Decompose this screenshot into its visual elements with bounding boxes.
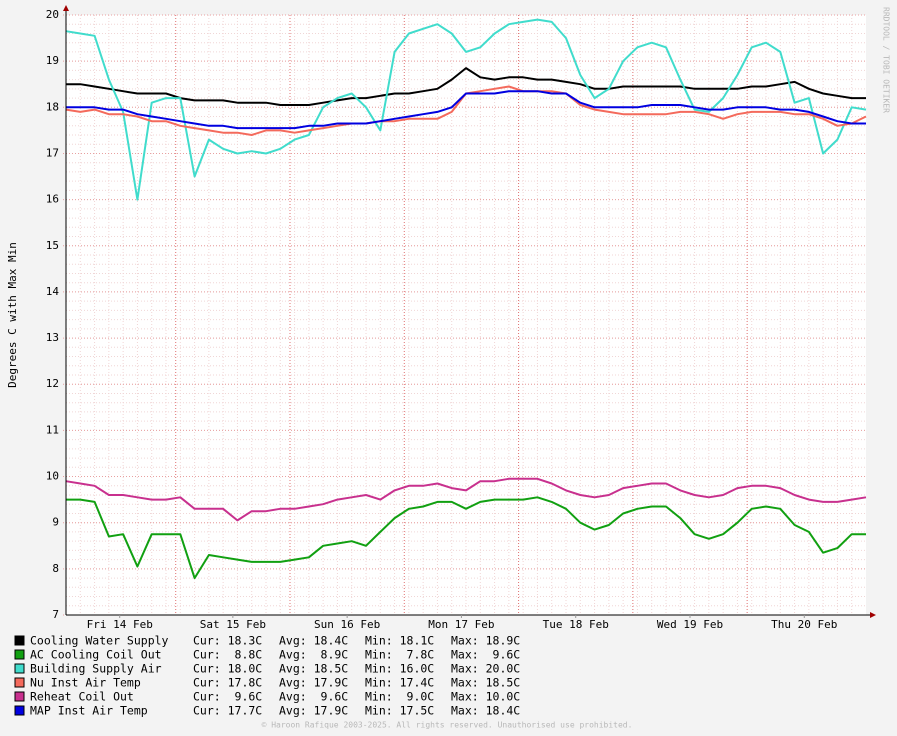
legend-stat: Min: 9.0C bbox=[365, 690, 434, 704]
y-tick-label: 15 bbox=[46, 239, 59, 252]
legend-label: Cooling Water Supply bbox=[30, 634, 169, 648]
legend-stat: Max: 9.6C bbox=[451, 648, 520, 662]
legend-stat: Max: 18.4C bbox=[451, 704, 520, 718]
legend-label: Reheat Coil Out bbox=[30, 690, 134, 704]
x-tick-label: Tue 18 Feb bbox=[543, 618, 609, 631]
y-axis-arrow bbox=[63, 5, 69, 11]
y-axis-label: Degrees C with Max Min bbox=[6, 242, 19, 388]
legend-stat: Max: 10.0C bbox=[451, 690, 520, 704]
legend-stat: Max: 20.0C bbox=[451, 662, 520, 676]
y-tick-label: 8 bbox=[52, 562, 59, 575]
legend-stat: Max: 18.5C bbox=[451, 676, 520, 690]
legend-stat: Min: 18.1C bbox=[365, 634, 434, 648]
legend-label: Nu Inst Air Temp bbox=[30, 676, 141, 690]
series-line bbox=[66, 67, 866, 106]
y-tick-label: 18 bbox=[46, 100, 59, 113]
legend-stat: Cur: 9.6C bbox=[193, 690, 262, 704]
y-tick-label: 7 bbox=[52, 608, 59, 621]
legend-stat: Avg: 17.9C bbox=[279, 704, 348, 718]
legend-label: Building Supply Air bbox=[30, 662, 162, 676]
legend-swatch bbox=[14, 705, 25, 716]
x-axis-arrow bbox=[870, 612, 876, 618]
legend-stat: Min: 7.8C bbox=[365, 648, 434, 662]
legend-stat: Cur: 18.0C bbox=[193, 662, 262, 676]
legend-label: MAP Inst Air Temp bbox=[30, 704, 148, 718]
legend-swatch bbox=[14, 663, 25, 674]
series-line bbox=[66, 90, 866, 130]
legend-stat: Min: 17.4C bbox=[365, 676, 434, 690]
y-tick-label: 10 bbox=[46, 470, 59, 483]
x-tick-label: Sat 15 Feb bbox=[200, 618, 266, 631]
legend-stat: Cur: 17.7C bbox=[193, 704, 262, 718]
y-tick-label: 11 bbox=[46, 423, 59, 436]
x-tick-label: Sun 16 Feb bbox=[314, 618, 380, 631]
legend-stat: Avg: 18.5C bbox=[279, 662, 348, 676]
y-tick-label: 14 bbox=[46, 285, 60, 298]
grid bbox=[63, 14, 866, 616]
lines bbox=[65, 18, 867, 580]
legend-stat: Max: 18.9C bbox=[451, 634, 520, 648]
y-tick-label: 20 bbox=[46, 8, 59, 21]
legend-stat: Avg: 8.9C bbox=[279, 648, 348, 662]
legend-stat: Cur: 18.3C bbox=[193, 634, 262, 648]
footer: © Haroon Rafique 2003-2025. All rights r… bbox=[262, 721, 633, 730]
watermark: RRDTOOL / TOBI OETIKER bbox=[882, 7, 891, 113]
axes bbox=[63, 5, 876, 618]
legend-stat: Avg: 9.6C bbox=[279, 690, 348, 704]
legend-stat: Min: 16.0C bbox=[365, 662, 434, 676]
y-tick-label: 9 bbox=[52, 516, 59, 529]
legend-swatch bbox=[14, 677, 25, 688]
series-line bbox=[65, 477, 867, 522]
legend-swatch bbox=[14, 649, 25, 660]
legend-stat: Avg: 17.9C bbox=[279, 676, 348, 690]
x-tick-label: Wed 19 Feb bbox=[657, 618, 723, 631]
y-tick-label: 13 bbox=[46, 331, 59, 344]
legend-stat: Cur: 17.8C bbox=[193, 676, 262, 690]
series-line bbox=[65, 18, 867, 201]
legend-stat: Min: 17.5C bbox=[365, 704, 434, 718]
series-line bbox=[66, 496, 866, 580]
x-tick-label: Mon 17 Feb bbox=[428, 618, 494, 631]
legend: Cooling Water Supply Cur: 18.3C Avg: 18.4C… bbox=[14, 634, 520, 718]
x-tick-label: Thu 20 Feb bbox=[771, 618, 837, 631]
legend-stat: Avg: 18.4C bbox=[279, 634, 348, 648]
legend-swatch bbox=[14, 691, 25, 702]
legend-label: AC Cooling Coil Out bbox=[30, 648, 162, 662]
y-tick-label: 16 bbox=[46, 193, 59, 206]
y-tick-label: 17 bbox=[46, 146, 59, 159]
y-tick-label: 12 bbox=[46, 377, 59, 390]
legend-swatch bbox=[14, 635, 25, 646]
legend-stat: Cur: 8.8C bbox=[193, 648, 262, 662]
x-tick-label: Fri 14 Feb bbox=[87, 618, 153, 631]
y-tick-label: 19 bbox=[46, 54, 59, 67]
